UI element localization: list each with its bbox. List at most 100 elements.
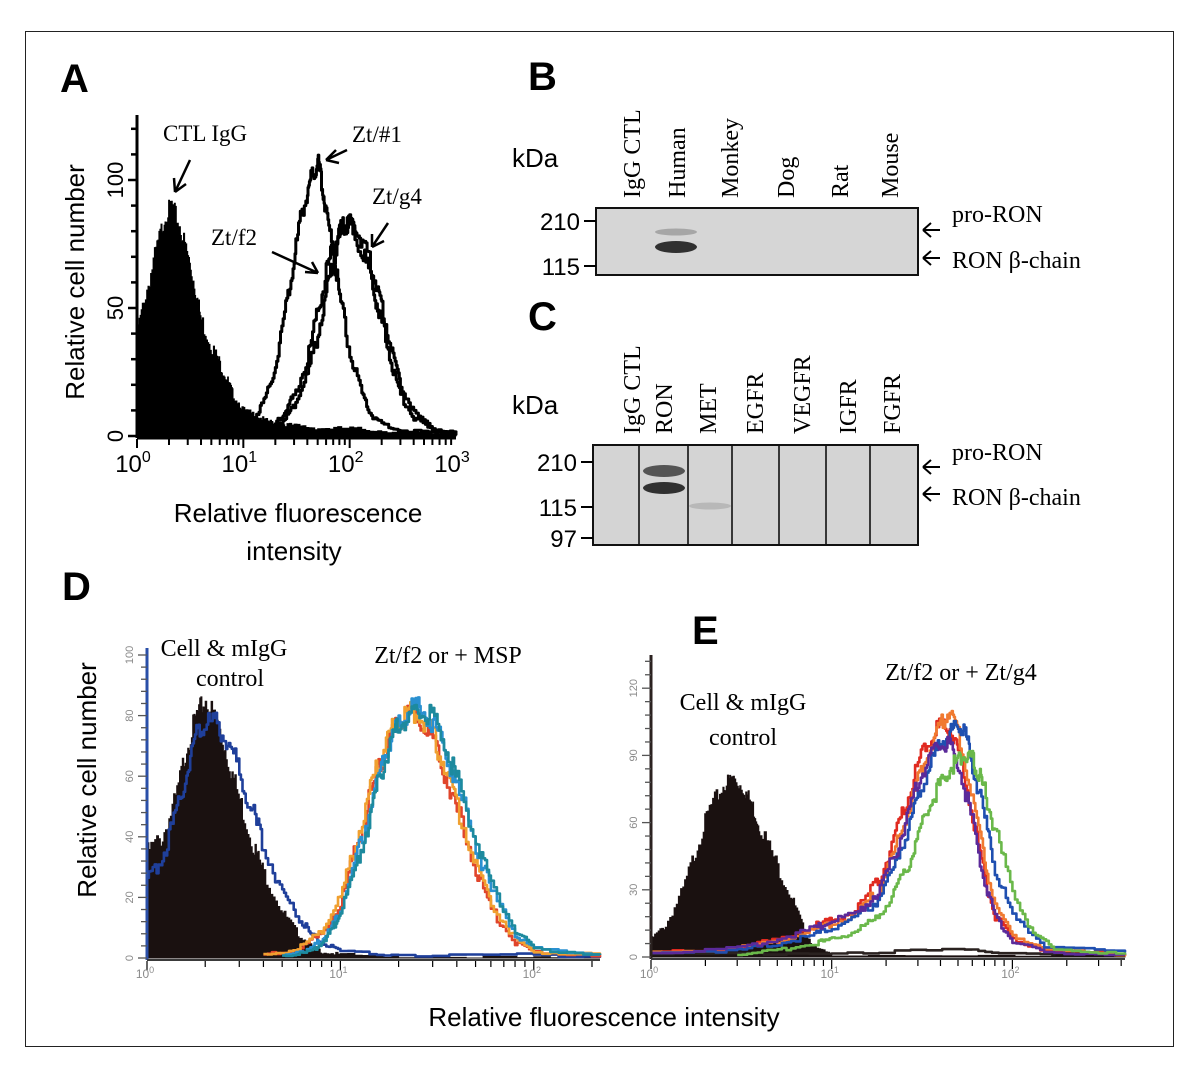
y-tick-label: 0 — [124, 955, 136, 961]
mw-marker-label: 210 — [540, 209, 580, 236]
x-tick-label: 102 — [523, 965, 541, 981]
panel-b-label-pro-ron: pro-RON — [952, 202, 1043, 228]
lane-label: Human — [665, 127, 691, 198]
lane-label: IGFR — [836, 379, 862, 434]
blot-band — [643, 465, 685, 477]
annotation-e-zt-f2-g4: Zt/f2 or + Zt/g4 — [885, 660, 1037, 686]
x-tick-exponent: 2 — [355, 449, 364, 466]
series-ctl-igg — [136, 199, 457, 437]
lane-label: VEGFR — [790, 355, 816, 434]
x-tick-exponent: 2 — [536, 965, 541, 975]
mw-marker-label: 97 — [550, 526, 577, 553]
y-tick-label: 50 — [103, 296, 128, 320]
x-tick-exponent: 0 — [149, 965, 154, 975]
y-tick-label: 60 — [124, 770, 136, 782]
lane-label: EGFR — [743, 373, 769, 434]
lane-label: Mouse — [878, 133, 904, 198]
mw-marker-label: 115 — [539, 495, 577, 522]
arrow-ctl-igg-icon — [172, 159, 192, 194]
panel-c-membrane — [592, 444, 919, 546]
annotation-zt-g4: Zt/g4 — [372, 184, 422, 209]
series-zt-f2-zt-g4-purple — [651, 735, 1127, 957]
panel-b-band-arrows — [922, 222, 940, 266]
series-zt-1 — [243, 153, 458, 435]
annotation-d-control-line1: Cell & mIgG — [161, 636, 288, 662]
y-tick-label: 0 — [628, 954, 640, 960]
panel-b-kda-label: kDa — [512, 143, 559, 173]
y-tick-label: 100 — [124, 646, 136, 664]
arrow-zt-1-icon — [325, 148, 348, 165]
panel-a-xlabel-line2: intensity — [246, 536, 341, 566]
series-cell-control-filled — [146, 696, 600, 959]
y-tick-label: 40 — [124, 831, 136, 843]
blot-band — [655, 241, 697, 253]
mw-marker-label: 115 — [542, 254, 580, 281]
y-tick-label: 60 — [628, 816, 640, 828]
panel-label-e: E — [692, 609, 719, 653]
lane-label: MET — [696, 383, 722, 434]
y-tick-label: 20 — [124, 891, 136, 903]
annotation-e-control-line2: control — [709, 725, 777, 751]
panel-c-kda-label: kDa — [512, 390, 559, 420]
panel-b-western-blot: kDa IgG CTL Human Monkey Dog Rat Mouse 210 115… — [512, 109, 1081, 281]
panel-label-c: C — [528, 295, 557, 339]
x-tick-label: 102 — [1001, 965, 1019, 981]
x-tick-exponent: 0 — [653, 965, 658, 975]
x-tick-label: 100 — [115, 449, 151, 478]
arrow-ron-beta-icon — [922, 250, 940, 266]
panel-b-label-ron-beta: RON β-chain — [952, 248, 1081, 274]
y-tick-label: 100 — [103, 162, 128, 199]
y-tick-label: 80 — [124, 709, 136, 721]
panel-label-d: D — [62, 565, 91, 609]
series-cell-control-filled — [650, 774, 1126, 958]
x-tick-label: 103 — [434, 449, 470, 478]
series-zt-f2-msp-teal — [282, 703, 602, 958]
annotation-e-control-line1: Cell & mIgG — [680, 690, 807, 716]
x-tick-label: 102 — [328, 449, 364, 478]
series-zt-f2-blue — [651, 719, 1127, 955]
series-zt-f2-zt-g4-green — [737, 749, 1127, 957]
x-tick-label: 101 — [329, 965, 347, 981]
lane-label: IgG CTL — [620, 345, 646, 434]
annotation-zt-1: Zt/#1 — [352, 122, 402, 147]
annotation-arrows-a — [172, 148, 390, 275]
arrow-ron-beta-icon — [922, 486, 940, 502]
panel-a-xlabel-line1: Relative fluorescence — [174, 498, 423, 528]
mw-marker-label: 210 — [537, 450, 577, 477]
x-tick-exponent: 1 — [834, 965, 839, 975]
series-zt-f2-msp-orange — [263, 700, 602, 956]
x-tick-exponent: 1 — [248, 449, 257, 466]
blot-band — [689, 502, 731, 510]
annotation-ctl-igg: CTL IgG — [163, 121, 247, 146]
annotation-zt-f2: Zt/f2 — [211, 225, 257, 250]
panel-c-band-arrows — [922, 459, 940, 502]
y-tick-label: 120 — [628, 679, 640, 697]
y-tick-label: 30 — [628, 884, 640, 896]
series-zt-f2-red — [263, 704, 602, 958]
lane-label: IgG CTL — [620, 109, 646, 198]
x-tick-exponent: 1 — [343, 965, 348, 975]
x-tick-label: 100 — [640, 965, 658, 981]
lane-label: RON — [652, 383, 678, 434]
arrow-zt-f2-icon — [271, 250, 320, 275]
y-tick-label: 90 — [628, 749, 640, 761]
arrow-pro-ron-icon — [922, 222, 940, 238]
blot-band — [643, 482, 685, 494]
shared-xlabel-d-e: Relative fluorescence intensity — [428, 1002, 779, 1032]
blot-band — [655, 228, 697, 236]
y-tick-label: 0 — [103, 430, 128, 442]
panel-c-label-pro-ron: pro-RON — [952, 440, 1043, 466]
lane-label: Monkey — [718, 118, 744, 198]
series-migg-control — [147, 711, 602, 959]
panel-a-ylabel: Relative cell number — [60, 164, 90, 400]
panel-c-western-blot: kDa IgG CTL RON MET EGFR VEGFR IGFR FGFR 210 11… — [512, 345, 1081, 553]
figure-border — [25, 31, 1174, 1047]
lane-label: FGFR — [880, 374, 906, 434]
panel-c-label-ron-beta: RON β-chain — [952, 485, 1081, 511]
x-tick-exponent: 0 — [142, 449, 151, 466]
lane-label: Dog — [774, 157, 800, 198]
